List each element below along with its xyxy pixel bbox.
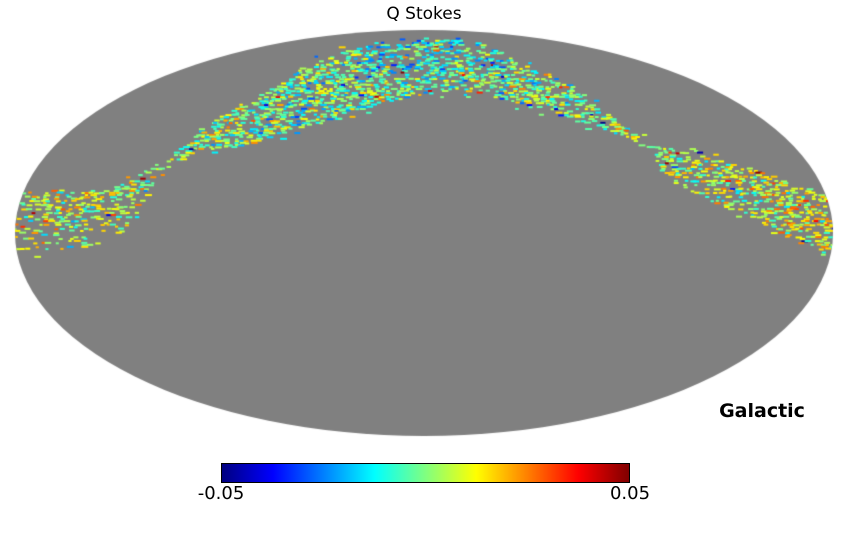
- plot-title: Q Stokes: [386, 4, 462, 24]
- colorbar-max-label: 0.05: [609, 483, 651, 504]
- colorbar-min-label: -0.05: [197, 483, 245, 504]
- colorbar: [221, 463, 630, 483]
- coordinate-frame-label: Galactic: [719, 400, 805, 422]
